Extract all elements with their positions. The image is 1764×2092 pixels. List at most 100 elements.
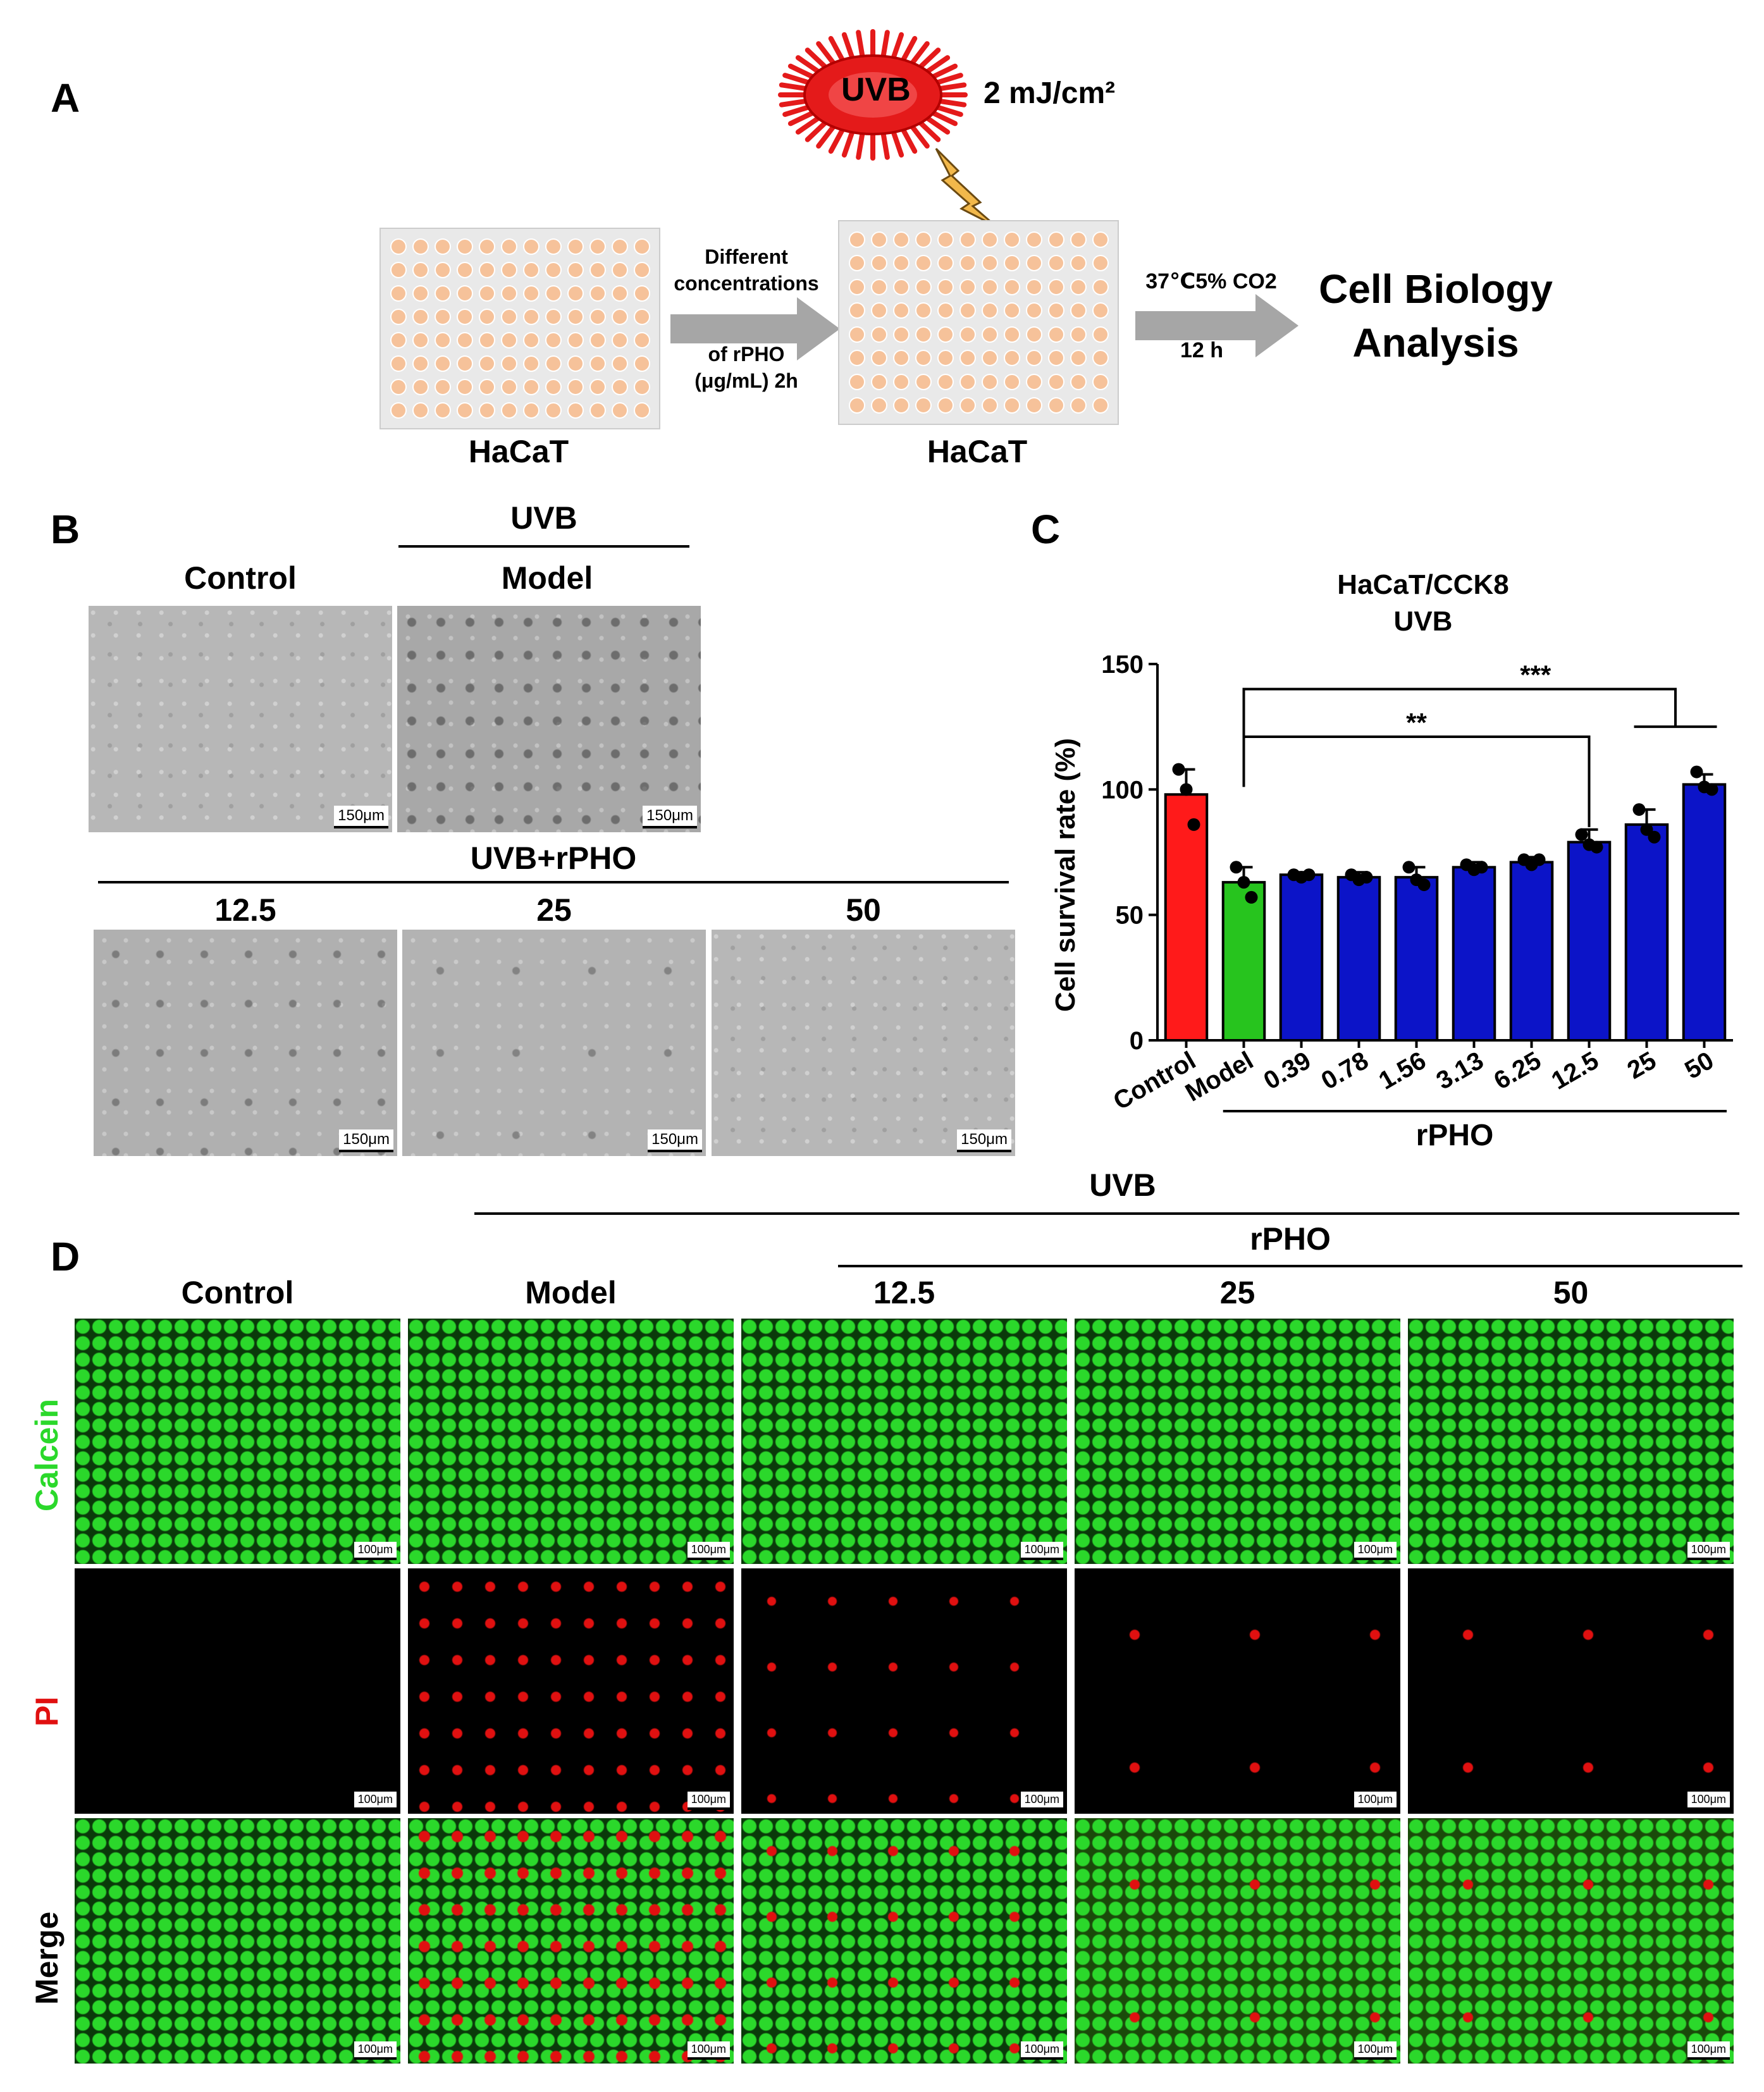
well <box>390 309 407 326</box>
well <box>937 302 954 319</box>
well <box>1092 278 1109 295</box>
well <box>981 302 998 319</box>
sig-label-2: ** <box>1406 708 1427 737</box>
b-uvb-line <box>398 545 689 548</box>
well <box>545 331 562 348</box>
well <box>522 262 540 279</box>
well <box>1047 326 1064 343</box>
scale-bar: 100μm <box>1354 1792 1397 1810</box>
scale-bar: 150μm <box>648 1129 702 1152</box>
bar <box>1452 866 1496 1042</box>
well <box>1070 397 1087 414</box>
d-merge-model: 100μm <box>408 1818 734 2064</box>
d-merge-50: 100μm <box>1408 1818 1734 2064</box>
well <box>456 378 473 395</box>
well <box>478 285 495 302</box>
well <box>589 355 606 372</box>
sun-ray <box>795 114 823 135</box>
bar <box>1221 881 1266 1042</box>
well <box>915 326 932 343</box>
y-tick-label: 150 <box>1101 651 1144 679</box>
well <box>1092 350 1109 367</box>
d-calcein-control: 100μm <box>75 1319 400 1564</box>
sig-bracket-2 <box>1242 735 1591 827</box>
data-point <box>1632 803 1646 816</box>
well <box>567 331 584 348</box>
well <box>545 309 562 326</box>
well <box>981 373 998 390</box>
well <box>870 326 887 343</box>
data-point <box>1237 876 1250 889</box>
well <box>1070 255 1087 272</box>
well <box>522 285 540 302</box>
well <box>1070 302 1087 319</box>
well <box>937 278 954 295</box>
well <box>848 302 865 319</box>
well <box>456 238 473 255</box>
well <box>1092 326 1109 343</box>
b-control-label: Control <box>184 560 297 596</box>
well <box>412 378 429 395</box>
well <box>633 355 650 372</box>
uvb-dose: 2 mJ/cm² <box>984 77 1116 110</box>
well <box>959 255 976 272</box>
well <box>915 302 932 319</box>
panel-letter-d: D <box>51 1234 80 1279</box>
sig-bracket-3 <box>1242 687 1677 737</box>
d-calcein-12-5: 100μm <box>741 1319 1067 1564</box>
well <box>1025 302 1042 319</box>
well <box>522 331 540 348</box>
d-pi-50: 100μm <box>1408 1568 1734 1814</box>
b-conc-1: 12.5 <box>214 892 276 928</box>
well <box>892 373 910 390</box>
well <box>567 285 584 302</box>
b-image-25: 150μm <box>402 930 706 1156</box>
d-row-calcein: Calcein <box>29 1399 65 1511</box>
b-image-model: 150μm <box>397 606 701 832</box>
well <box>500 285 517 302</box>
well <box>522 355 540 372</box>
well <box>1047 350 1064 367</box>
well <box>434 355 451 372</box>
well <box>522 378 540 395</box>
well <box>456 331 473 348</box>
well <box>1003 373 1020 390</box>
well <box>870 373 887 390</box>
well <box>456 402 473 419</box>
data-point <box>1417 878 1431 892</box>
d-col-12-5: 12.5 <box>873 1275 935 1310</box>
x-tick-label: 25 <box>1622 1047 1661 1085</box>
uvb-sun-icon <box>778 29 968 161</box>
well <box>412 262 429 279</box>
x-tick-label: 6.25 <box>1490 1047 1546 1095</box>
sun-ray <box>787 109 818 126</box>
well <box>870 302 887 319</box>
b-model-label: Model <box>501 560 593 596</box>
bar <box>1682 783 1727 1042</box>
well <box>1025 326 1042 343</box>
well <box>500 355 517 372</box>
well <box>500 262 517 279</box>
sun-ray <box>795 55 823 76</box>
well <box>1047 302 1064 319</box>
x-tick-label: 50 <box>1680 1047 1718 1085</box>
data-point <box>1360 871 1373 884</box>
scale-bar: 100μm <box>1687 1792 1730 1810</box>
well <box>390 331 407 348</box>
scale-bar: 100μm <box>687 1542 730 1560</box>
well <box>390 238 407 255</box>
data-point <box>1690 765 1703 778</box>
well <box>611 378 628 395</box>
data-point <box>1172 763 1185 776</box>
d-pi-control: 100μm <box>75 1568 400 1814</box>
well <box>870 278 887 295</box>
well <box>1047 397 1064 414</box>
well <box>434 378 451 395</box>
d-col-model: Model <box>525 1275 617 1310</box>
well <box>545 378 562 395</box>
well <box>915 255 932 272</box>
well <box>981 350 998 367</box>
well <box>1092 397 1109 414</box>
b-treatment-header: UVB+rPHO <box>470 840 637 876</box>
well <box>870 350 887 367</box>
